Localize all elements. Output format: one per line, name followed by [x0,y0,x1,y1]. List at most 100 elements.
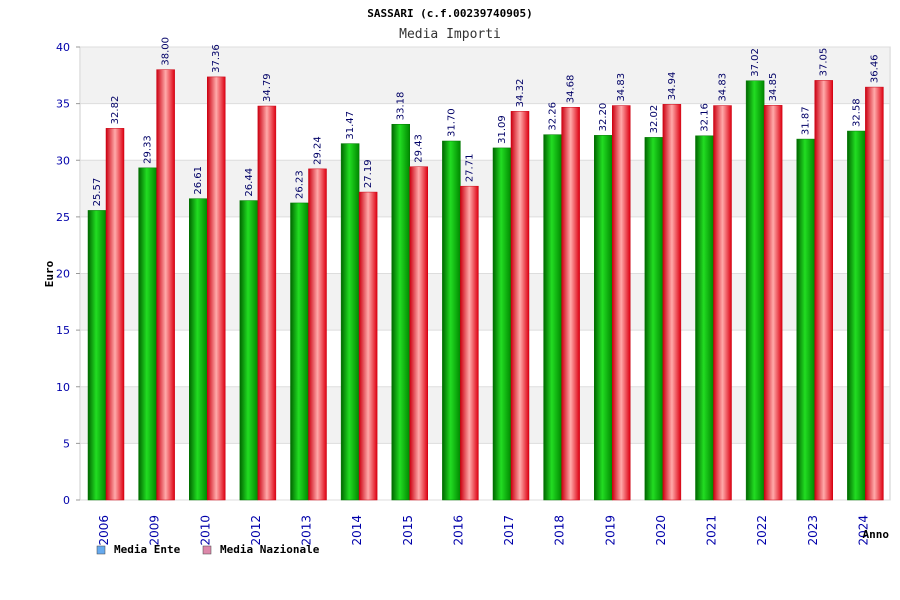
x-tick-label: 2009 [148,515,162,546]
bars [87,69,884,501]
y-tick-label: 20 [56,268,70,281]
bar-media-ente-2017 [492,147,512,501]
legend: Media Ente Media Nazionale [96,543,320,556]
bar-media-nazionale-2010 [207,76,226,501]
bar-media-ente-2014 [340,143,360,501]
x-tick-label: 2006 [97,515,111,546]
data-label: 29.33 [143,135,154,164]
data-label: 34.83 [616,73,627,102]
x-tick-label: 2024 [856,515,870,546]
data-label: 32.58 [851,98,862,127]
data-label: 25.57 [92,178,103,207]
data-label: 33.18 [396,92,407,121]
data-label: 32.02 [649,105,660,134]
bar-media-nazionale-2019 [612,105,631,501]
bar-media-ente-2023 [796,138,815,501]
data-label: 37.02 [750,48,761,77]
y-axis-label: Euro [43,260,56,287]
data-label: 27.71 [464,154,475,183]
bar-media-nazionale-2014 [358,191,378,501]
chart-subtitle: Media Importi [399,27,501,42]
bar-media-ente-2013 [290,202,309,501]
data-label: 31.87 [801,106,812,135]
legend-swatch-media-nazionale [202,545,212,555]
data-label: 32.16 [700,103,711,132]
bar-media-ente-2010 [189,198,208,501]
legend-label-media-ente: Media Ente [114,543,181,556]
bar-media-ente-2019 [594,135,613,501]
data-label: 27.19 [363,159,374,188]
bar-media-ente-2022 [745,80,765,501]
data-label: 34.85 [768,73,779,102]
y-tick-label: 10 [56,381,70,394]
x-tick-label: 2022 [755,515,769,546]
bar-media-nazionale-2013 [308,168,327,501]
data-label: 32.82 [110,96,121,125]
y-tick-label: 0 [63,494,70,507]
bar-media-nazionale-2015 [409,166,428,501]
x-axis-ticks: 2006 2009 2010 2012 2013 2014 2015 2016 2017 2018… [97,515,870,546]
data-label: 29.24 [313,136,324,165]
bar-media-nazionale-2018 [561,106,580,501]
bar-media-ente-2024 [847,130,866,501]
x-tick-label: 2010 [198,515,212,546]
bar-media-ente-2012 [239,200,259,501]
y-axis-ticks: 0 5 10 15 20 25 30 35 40 [56,41,80,507]
data-label: 31.09 [497,115,508,144]
x-tick-label: 2018 [553,515,567,546]
x-tick-label: 2015 [401,515,415,546]
bar-media-nazionale-2017 [510,111,530,501]
bar-media-ente-2009 [138,167,157,501]
bar-media-nazionale-2020 [662,104,682,501]
legend-label-media-nazionale: Media Nazionale [220,543,320,556]
data-label: 31.70 [446,108,457,137]
y-tick-label: 5 [63,437,70,450]
x-tick-label: 2014 [350,515,364,546]
x-tick-label: 2019 [603,515,617,546]
data-label: 31.47 [345,111,356,140]
data-label: 36.46 [869,54,880,83]
data-label: 34.68 [566,75,577,104]
chart-title: SASSARI (c.f.00239740905) [367,7,533,20]
data-label: 37.36 [211,44,222,73]
bar-media-ente-2016 [442,140,461,501]
data-label: 26.44 [244,168,255,197]
y-tick-label: 35 [56,98,70,111]
bar-media-ente-2020 [644,137,664,501]
y-tick-label: 25 [56,211,70,224]
bar-media-ente-2021 [695,135,714,501]
y-tick-label: 40 [56,41,70,54]
data-label: 34.94 [667,72,678,101]
data-label: 26.23 [295,170,306,199]
data-label: 34.79 [262,73,273,102]
bar-media-ente-2006 [87,210,107,501]
data-label: 32.26 [548,102,559,131]
data-label: 34.32 [515,79,526,108]
x-tick-label: 2017 [502,515,516,546]
legend-swatch-media-ente [96,545,106,555]
data-label: 29.43 [414,134,425,163]
data-label: 34.83 [718,73,729,102]
x-tick-label: 2020 [654,515,668,546]
bar-media-ente-2018 [543,134,562,501]
x-axis-label: Anno [863,528,890,541]
bar-media-ente-2015 [391,123,410,501]
y-tick-label: 30 [56,154,70,167]
x-tick-label: 2016 [451,515,465,546]
bar-media-nazionale-2024 [865,86,884,501]
bar-media-nazionale-2023 [814,80,833,501]
bar-media-nazionale-2016 [460,185,479,501]
x-tick-label: 2012 [249,515,263,546]
x-tick-label: 2021 [705,515,719,546]
bar-media-nazionale-2021 [713,105,732,501]
y-tick-label: 15 [56,324,70,337]
data-label: 26.61 [193,166,204,195]
bar-media-nazionale-2022 [763,105,783,501]
x-tick-label: 2023 [806,515,820,546]
data-label: 38.00 [161,37,172,66]
data-label: 37.05 [819,48,830,77]
x-tick-label: 2013 [300,515,314,546]
data-labels: 25.57 32.82 29.33 38.00 26.61 37.36 26.44 34.79… [92,37,880,206]
bar-media-nazionale-2012 [257,105,277,501]
bar-media-nazionale-2009 [156,69,175,501]
